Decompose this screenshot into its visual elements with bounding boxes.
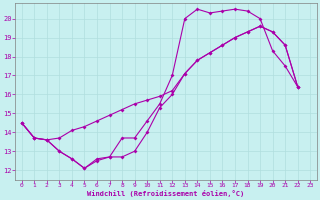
X-axis label: Windchill (Refroidissement éolien,°C): Windchill (Refroidissement éolien,°C) bbox=[87, 190, 244, 197]
